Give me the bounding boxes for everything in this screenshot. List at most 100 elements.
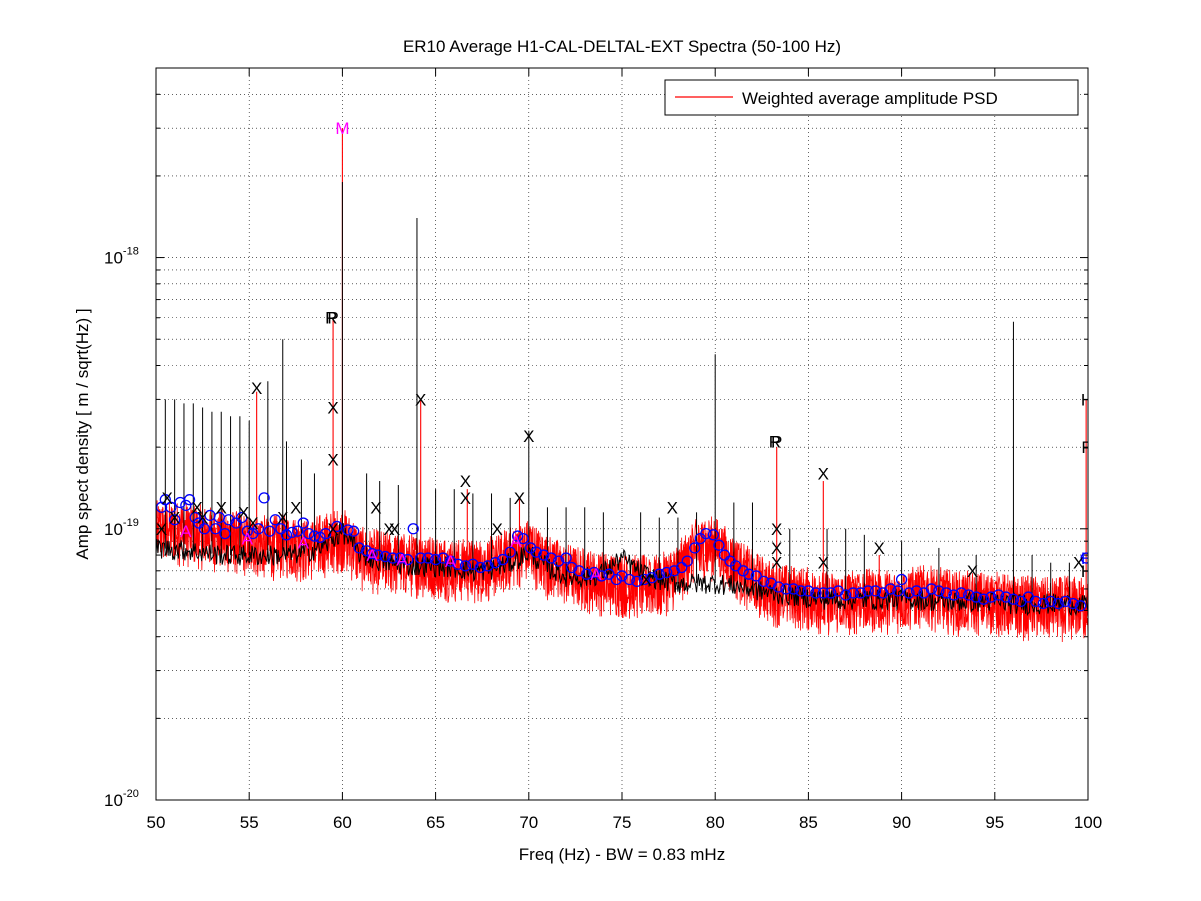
line-candidate-circle xyxy=(718,549,731,561)
legend-box xyxy=(664,79,1079,116)
line-candidate-circle xyxy=(429,553,442,566)
line-marker-label: X xyxy=(818,554,829,573)
line-candidate-circle xyxy=(437,552,449,564)
line-marker-label: X xyxy=(251,379,262,398)
line-candidate-circle xyxy=(530,546,542,558)
line-candidate-circle xyxy=(895,573,908,586)
line-candidate-circle xyxy=(810,587,822,599)
line-candidate-circle xyxy=(560,552,572,564)
line-candidate-circle xyxy=(183,494,196,506)
line-candidate-circle xyxy=(758,575,770,588)
line-marker-label: X xyxy=(327,451,338,470)
x-tick-label: 75 xyxy=(613,813,632,832)
line-candidate-circle xyxy=(489,557,501,569)
x-tick-label: 100 xyxy=(1074,813,1102,832)
x-axis-label: Freq (Hz) - BW = 0.83 mHz xyxy=(519,845,725,864)
legend: Weighted average amplitude PSD xyxy=(664,79,1079,116)
line-candidate-circle xyxy=(573,565,585,577)
line-marker-label: X xyxy=(277,509,288,528)
line-candidate-circle xyxy=(992,589,1005,601)
line-candidate-circle xyxy=(280,529,293,541)
line-candidate-circle xyxy=(847,587,859,599)
line-candidate-circle xyxy=(269,514,281,526)
line-candidate-circle xyxy=(517,532,529,545)
line-candidate-circle xyxy=(817,587,829,599)
line-candidate-circle xyxy=(646,572,658,584)
line-candidate-circle xyxy=(623,573,636,586)
x-tick-label: 85 xyxy=(799,813,818,832)
line-candidate-circle xyxy=(588,566,600,579)
y-tick-label: 10-20 xyxy=(104,788,139,810)
x-tick-label: 50 xyxy=(147,813,166,832)
line-candidate-circle xyxy=(353,542,365,554)
y-tick-exponent: -18 xyxy=(123,246,139,258)
line-marker-label: X xyxy=(641,571,652,590)
line-candidate-circle xyxy=(497,553,509,566)
line-candidate-circle xyxy=(1059,595,1072,608)
line-candidate-circle xyxy=(452,558,464,570)
line-marker-label: A xyxy=(298,534,310,553)
line-candidate-circle xyxy=(780,583,792,595)
line-marker-label: X xyxy=(667,498,678,517)
line-marker-label: A xyxy=(590,565,602,584)
line-marker-label: X xyxy=(383,520,394,539)
line-marker-label: X xyxy=(389,520,400,539)
line-candidate-circle xyxy=(504,546,516,558)
line-candidate-circle xyxy=(331,520,343,533)
line-candidate-circle xyxy=(159,494,171,506)
line-candidate-circle xyxy=(379,550,391,563)
line-marker-label: H xyxy=(1081,549,1093,568)
line-marker-label: X xyxy=(247,514,258,533)
line-candidate-circle xyxy=(286,526,298,539)
plot-area xyxy=(156,68,1088,800)
line-candidate-circle xyxy=(209,523,222,535)
line-candidate-circle xyxy=(297,517,309,529)
line-marker-label: R xyxy=(325,309,337,328)
line-candidate-circle xyxy=(165,501,177,513)
y-tick-base: 10 xyxy=(104,520,123,539)
line-candidate-circle xyxy=(802,585,815,597)
line-candidate-circle xyxy=(168,514,181,526)
line-candidate-circle xyxy=(787,583,800,595)
line-candidate-circle xyxy=(347,525,360,537)
line-candidate-circle xyxy=(681,555,693,567)
line-candidate-circle xyxy=(444,555,457,567)
line-marker-label: X xyxy=(327,520,338,539)
line-candidate-circle xyxy=(366,547,378,560)
line-candidate-circle xyxy=(342,524,354,536)
line-marker-label: X xyxy=(874,539,885,558)
line-candidate-circle xyxy=(653,568,665,580)
line-candidate-circle xyxy=(223,514,235,526)
line-candidate-circle xyxy=(545,552,557,564)
line-candidate-circle xyxy=(903,587,915,599)
line-marker-label: A xyxy=(396,551,408,570)
line-candidate-circle xyxy=(854,587,867,599)
line-candidate-circle xyxy=(675,561,688,574)
line-candidate-circle xyxy=(1000,591,1012,603)
line-marker-label: X xyxy=(818,464,829,483)
line-candidate-circle xyxy=(552,555,565,567)
line-candidate-circle xyxy=(219,527,231,540)
line-marker-label: X xyxy=(370,498,381,517)
line-marker-label: X xyxy=(327,399,338,418)
line-candidate-circle xyxy=(689,542,701,554)
line-marker-label: X xyxy=(162,489,173,508)
line-candidate-circle xyxy=(892,585,904,597)
y-tick-label: 10-18 xyxy=(104,246,139,268)
line-candidate-circle xyxy=(198,523,211,535)
line-candidate-circle xyxy=(264,525,276,537)
line-candidate-circle xyxy=(415,552,427,564)
legend-label-weighted: Weighted average amplitude PSD xyxy=(742,89,998,108)
line-candidate-circle xyxy=(948,589,960,601)
line-candidate-circle xyxy=(1080,552,1088,564)
line-candidate-circle xyxy=(977,593,990,605)
line-marker-label: M xyxy=(335,119,349,138)
line-candidate-circle xyxy=(750,570,762,582)
line-marker-label: P xyxy=(327,309,338,328)
line-candidate-circle xyxy=(1037,597,1049,610)
line-candidate-circle xyxy=(580,568,593,580)
line-candidate-circle xyxy=(743,568,755,580)
